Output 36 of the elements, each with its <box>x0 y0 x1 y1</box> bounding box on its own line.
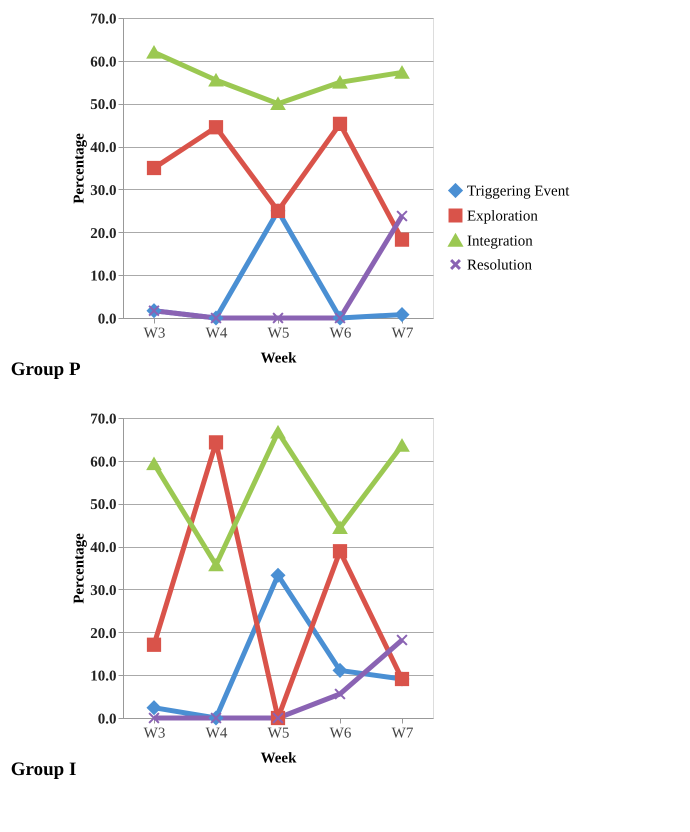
y-axis-title: Percentage <box>71 132 88 204</box>
legend-label: Triggering Event <box>467 184 570 200</box>
legend-label: Integration <box>467 234 534 250</box>
text: Group I <box>10 759 76 780</box>
x-tick-label: W4 <box>206 726 228 742</box>
x-tick-label: W3 <box>144 326 166 342</box>
y-tick-label: 50.0 <box>90 497 116 514</box>
y-tick-label: 10.0 <box>90 268 116 285</box>
x-tick-label: W5 <box>268 326 290 342</box>
y-tick-label: 20.0 <box>90 626 116 642</box>
legend-label: Exploration <box>467 208 538 224</box>
y-tick-label: 30.0 <box>90 582 116 599</box>
x-tick-label: W6 <box>330 726 352 742</box>
y-tick-label: 60.0 <box>90 54 116 70</box>
y-tick-label: 70.0 <box>90 412 116 428</box>
y-axis-title: Percentage <box>71 532 88 604</box>
y-tick-label: 0.0 <box>98 312 116 328</box>
x-axis-title: Week <box>260 350 298 366</box>
y-tick-label: 60.0 <box>90 454 116 470</box>
y-tick-label: 30.0 <box>90 182 116 199</box>
x-tick-label: W4 <box>206 326 228 342</box>
x-tick-label: W7 <box>392 326 414 342</box>
x-tick-label: W5 <box>268 726 290 742</box>
y-tick-label: 40.0 <box>90 540 116 556</box>
y-tick-label: 50.0 <box>90 97 116 114</box>
x-tick-label: W3 <box>144 726 166 742</box>
y-tick-label: 10.0 <box>90 668 116 685</box>
x-tick-label: W7 <box>392 726 414 742</box>
text: Group P <box>10 359 81 380</box>
x-tick-label: W6 <box>330 326 352 342</box>
y-tick-label: 40.0 <box>90 140 116 156</box>
y-tick-label: 0.0 <box>98 712 116 728</box>
legend-label: Resolution <box>467 258 532 274</box>
x-axis-title: Week <box>260 750 298 766</box>
y-tick-label: 70.0 <box>90 12 116 28</box>
y-tick-label: 20.0 <box>90 226 116 242</box>
